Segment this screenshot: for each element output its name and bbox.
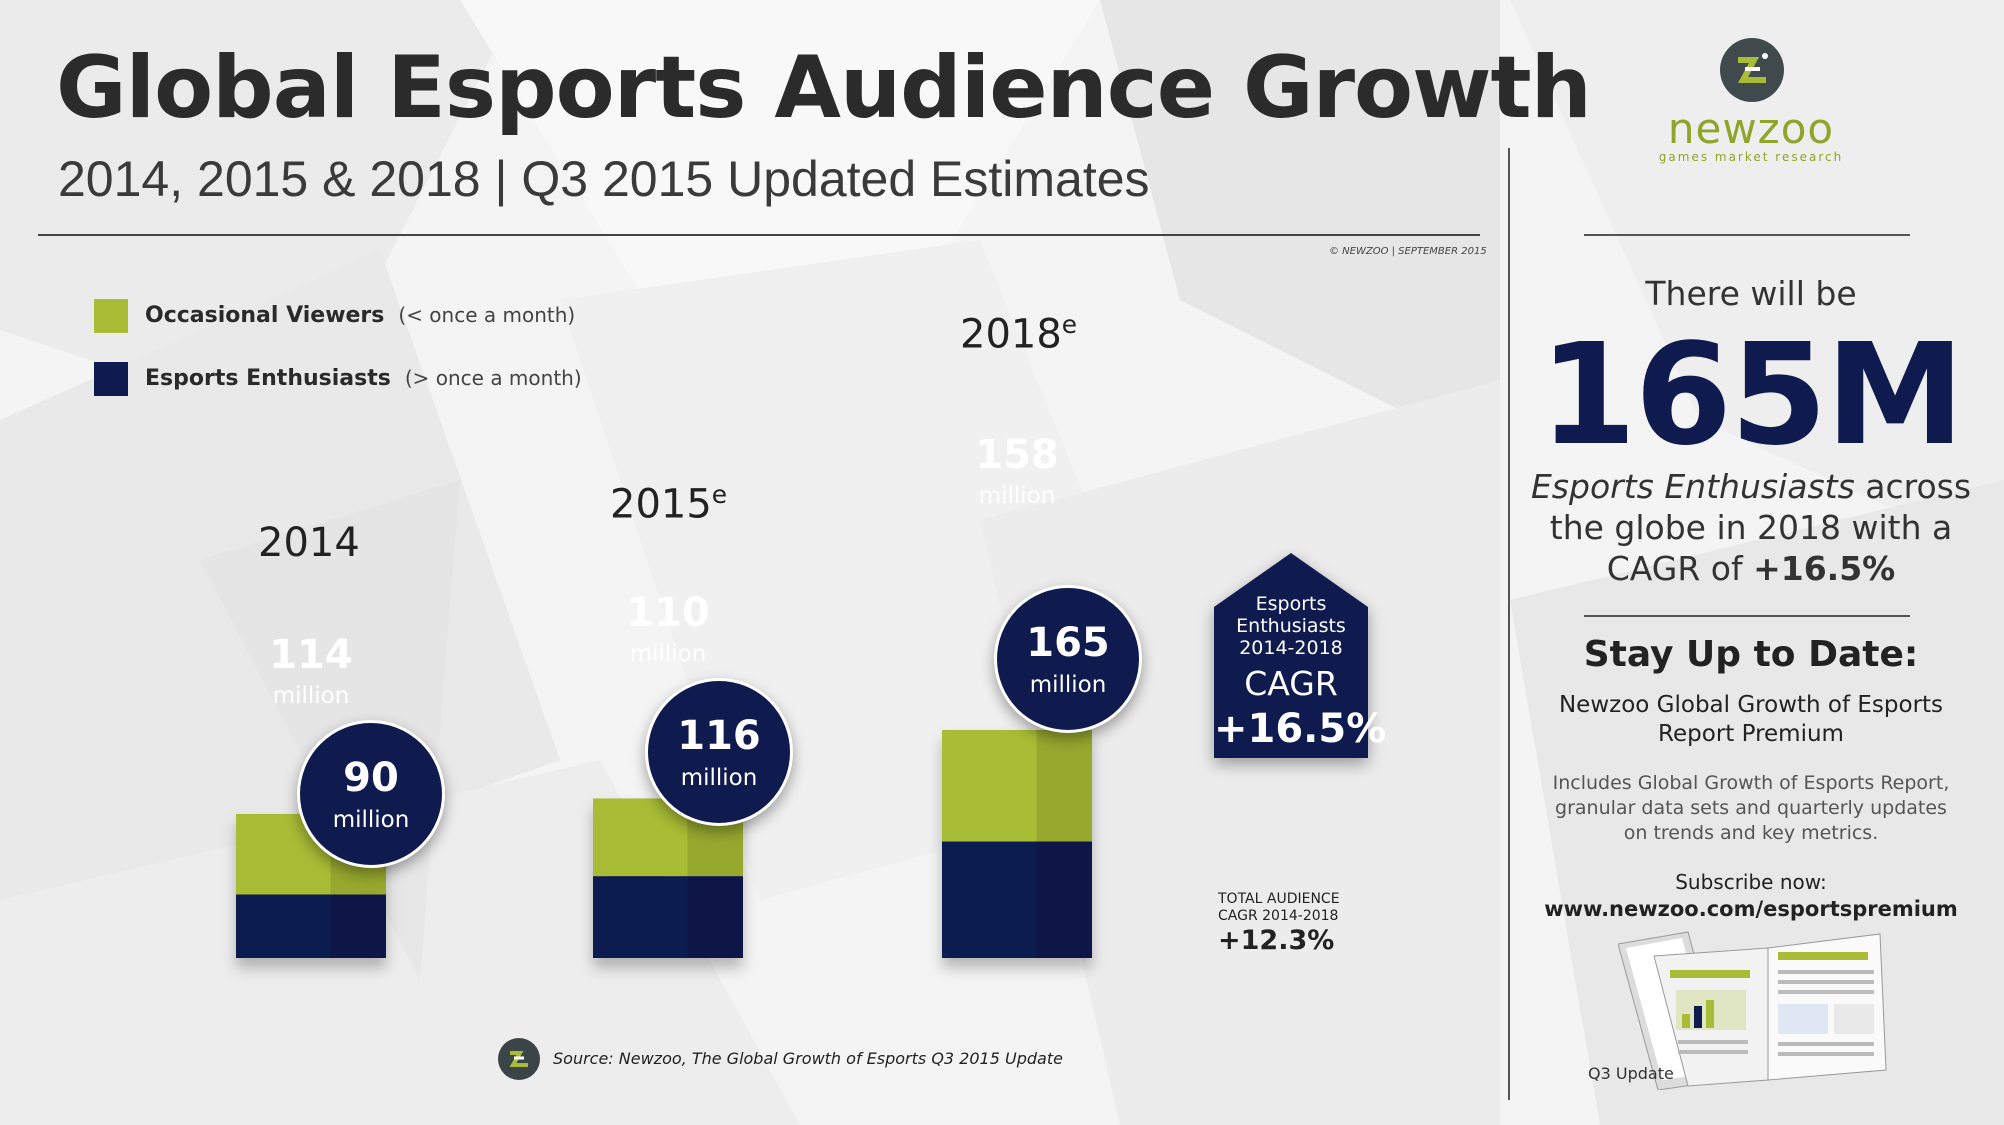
stay-up-to-date-heading: Stay Up to Date: — [1583, 634, 1919, 675]
enthusiasts-cagr-badge — [1214, 553, 1368, 758]
headline-stat: 165M — [1539, 314, 1965, 477]
enthusiasts-circle-2018: 165 million — [994, 585, 1142, 733]
stat-description-line1: Esports Enthusiasts across — [1526, 466, 1976, 507]
data-label-occasional-2015: 110 — [626, 590, 710, 636]
brand-name: newzoo — [1667, 104, 1835, 153]
report-description-line1: Includes Global Growth of Esports Report… — [1552, 772, 1950, 794]
estimate-superscript-2015: e — [711, 480, 728, 509]
stat-line3-value: +16.5% — [1753, 549, 1896, 588]
newzoo-logo-icon — [1720, 38, 1784, 102]
report-name: Newzoo Global Growth of Esports Report P… — [1526, 691, 1976, 749]
report-cover-image — [1618, 931, 1887, 1090]
unit-label-occasional-2015: million — [629, 641, 707, 667]
cagr-badge-caption: Esports Enthusiasts 2014-2018 — [1214, 593, 1368, 659]
report-cover-caption: Q3 Update — [1588, 1064, 1674, 1083]
total-cagr-label-line2: CAGR 2014-2018 — [1218, 908, 1339, 924]
brand-tagline: games market research — [1658, 150, 1844, 164]
bar-shade-2018 — [1036, 729, 1092, 958]
data-label-enthusiasts-2015: 116 — [677, 713, 761, 759]
newzoo-small-logo-icon — [498, 1038, 540, 1080]
data-label-enthusiasts-2018: 165 — [1026, 620, 1110, 666]
category-year-2018: 2018 — [960, 311, 1062, 358]
page-subtitle: 2014, 2015 & 2018 | Q3 2015 Updated Esti… — [58, 151, 1150, 207]
logo-mark-large-icon — [1737, 53, 1768, 83]
category-year-2015: 2015 — [610, 481, 712, 528]
cagr-badge-value: +16.5% — [1214, 706, 1387, 752]
bar-stack-2018 — [942, 729, 1092, 958]
report-description: Includes Global Growth of Esports Report… — [1526, 771, 1976, 846]
estimate-superscript-2018: e — [1061, 310, 1078, 339]
logo-mark-icon — [509, 1051, 528, 1067]
unit-label-enthusiasts-2014: million — [332, 807, 410, 833]
sidebar-rule-top — [1584, 234, 1910, 236]
stat-line1-rest: across — [1854, 467, 1972, 506]
report-description-line2: granular data sets and quarterly updates — [1555, 797, 1947, 819]
stat-line3-text: CAGR of — [1606, 549, 1754, 588]
data-label-occasional-2018: 158 — [975, 432, 1059, 478]
report-name-line1: Newzoo Global Growth of Esports — [1558, 692, 1944, 718]
category-year-2014: 2014 — [258, 520, 360, 566]
legend-swatch-enthusiasts — [94, 362, 128, 396]
subscribe-link[interactable]: www.newzoo.com/esportspremium — [1544, 897, 1958, 921]
stat-description-line2: the globe in 2018 with a — [1549, 508, 1953, 547]
unit-label-occasional-2018: million — [978, 483, 1056, 509]
source-citation: Source: Newzoo, The Global Growth of Esp… — [553, 1049, 1063, 1068]
unit-label-enthusiasts-2015: million — [680, 765, 758, 791]
legend-label-enthusiasts: Esports Enthusiasts — [145, 366, 391, 391]
copyright-note: © NEWZOO | SEPTEMBER 2015 — [1329, 246, 1487, 257]
stat-intro: There will be — [1645, 274, 1857, 313]
legend-note-enthusiasts: (> once a month) — [404, 366, 582, 390]
legend-item-occasional: Occasional Viewers (< once a month) — [145, 303, 575, 328]
cagr-badge-label: CAGR — [1244, 664, 1338, 703]
subscribe-label: Subscribe now: — [1675, 870, 1827, 894]
stat-description: Esports Enthusiasts across the globe in … — [1526, 466, 1976, 589]
sidebar-rule-middle — [1584, 615, 1910, 617]
category-label-2018: 2018e — [960, 310, 1077, 357]
page-title: Global Esports Audience Growth — [56, 38, 1592, 138]
cagr-caption-line3: 2014-2018 — [1239, 637, 1343, 659]
data-label-occasional-2014: 114 — [269, 632, 353, 678]
cagr-caption-line2: Enthusiasts — [1236, 615, 1346, 637]
data-label-enthusiasts-2014: 90 — [343, 755, 399, 801]
total-cagr-value: +12.3% — [1218, 925, 1335, 956]
legend-note-occasional: (< once a month) — [398, 303, 576, 327]
category-label-2014: 2014 — [258, 520, 360, 566]
cagr-caption-line1: Esports — [1255, 593, 1327, 615]
unit-label-enthusiasts-2018: million — [1029, 672, 1107, 698]
report-name-line2: Report Premium — [1658, 721, 1844, 747]
category-label-2015: 2015e — [610, 480, 727, 527]
enthusiasts-circle-2014: 90 million — [297, 720, 445, 868]
legend-label-occasional: Occasional Viewers — [145, 303, 385, 328]
report-description-line3: on trends and key metrics. — [1623, 822, 1879, 844]
header-divider — [38, 234, 1480, 236]
sidebar-divider — [1508, 148, 1510, 1100]
unit-label-occasional-2014: million — [272, 683, 350, 709]
total-cagr-label-line1: TOTAL AUDIENCE — [1218, 891, 1340, 907]
legend-item-enthusiasts: Esports Enthusiasts (> once a month) — [145, 366, 582, 391]
total-cagr-label: TOTAL AUDIENCE CAGR 2014-2018 — [1218, 891, 1340, 925]
stat-description-line3: CAGR of +16.5% — [1526, 548, 1976, 589]
enthusiasts-circle-2015: 116 million — [645, 678, 793, 826]
legend-swatch-occasional — [94, 299, 128, 333]
stat-italic-term: Esports Enthusiasts — [1530, 467, 1855, 506]
